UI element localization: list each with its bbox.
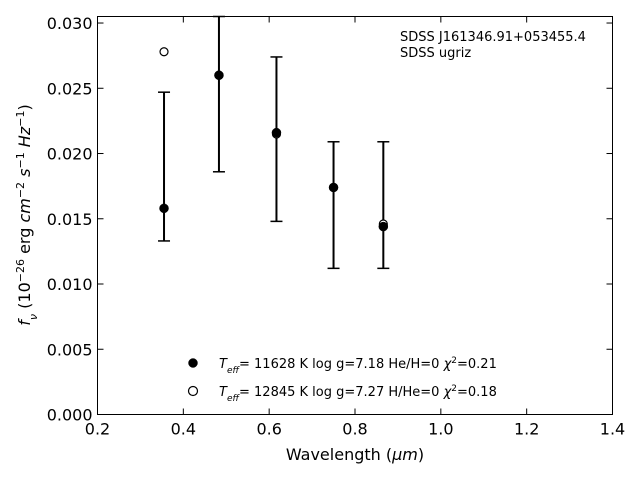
legend: Teff= 11628 K log g=7.18 He/H=0 χ2=0.21 T… (187, 356, 497, 404)
data-points (159, 47, 389, 232)
plot-frame (97, 16, 613, 415)
legend-entry-2: Teff= 12845 K log g=7.27 H/He=0 χ2=0.18 (219, 384, 497, 404)
x-tick-label: 1.4 (600, 420, 625, 439)
y-tick-label: 0.015 (47, 210, 93, 229)
y-tick-label: 0.005 (47, 340, 93, 359)
y-tick-label: 0.025 (47, 79, 93, 98)
x-axis: 0.2 0.4 0.6 0.8 1.0 1.2 1.4 (85, 16, 625, 439)
y-tick-label: 0.020 (47, 145, 93, 164)
model-point-open (159, 47, 169, 57)
model-point-filled (328, 182, 339, 193)
x-tick-label: 1.2 (514, 420, 539, 439)
y-tick-label: 0.000 (47, 406, 93, 425)
x-tick-label: 0.4 (171, 420, 196, 439)
y-tick-label: 0.030 (47, 14, 93, 33)
error-bars (158, 15, 390, 270)
x-tick-label: 0.8 (342, 420, 367, 439)
model-point-filled (214, 70, 224, 80)
y-axis-label: fν (10−26 erg cm−2 s−1 Hz−1) (14, 104, 40, 325)
x-tick-label: 0.2 (85, 420, 110, 439)
annotation-object-name: SDSS J161346.91+053455.4 (400, 30, 586, 45)
model-point-filled (271, 127, 282, 138)
model-point-filled (378, 221, 389, 232)
y-axis: 0.000 0.005 0.010 0.015 0.020 0.025 0.030 (47, 14, 613, 425)
legend-entry-1: Teff= 11628 K log g=7.18 He/H=0 χ2=0.21 (219, 356, 497, 376)
x-tick-label: 1.0 (428, 420, 453, 439)
x-tick-label: 0.6 (256, 420, 281, 439)
x-axis-label: Wavelength (μm) (286, 445, 424, 464)
model-point-filled (159, 203, 169, 214)
y-tick-label: 0.010 (47, 275, 93, 294)
legend-marker-filled (188, 358, 198, 368)
annotation-survey: SDSS ugriz (400, 46, 471, 61)
legend-marker-open (187, 385, 199, 397)
